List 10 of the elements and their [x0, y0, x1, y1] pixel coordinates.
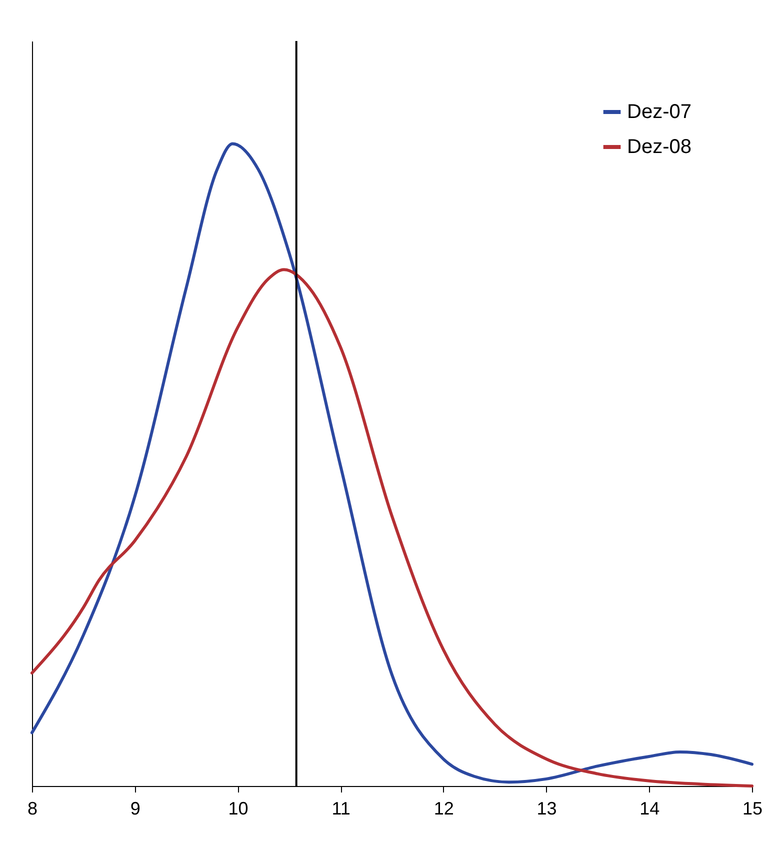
x-tick-label: 10: [228, 798, 248, 818]
legend-label: Dez-07: [627, 101, 692, 123]
x-tick-label: 13: [536, 798, 557, 818]
x-tick-label: 9: [130, 798, 140, 818]
x-tick-label: 15: [742, 798, 763, 818]
x-tick-label: 8: [27, 798, 38, 818]
x-tick-label: 12: [434, 798, 454, 818]
x-tick-label: 11: [332, 798, 350, 818]
legend-label: Dez-08: [627, 136, 692, 158]
x-tick-label: 14: [640, 798, 660, 818]
